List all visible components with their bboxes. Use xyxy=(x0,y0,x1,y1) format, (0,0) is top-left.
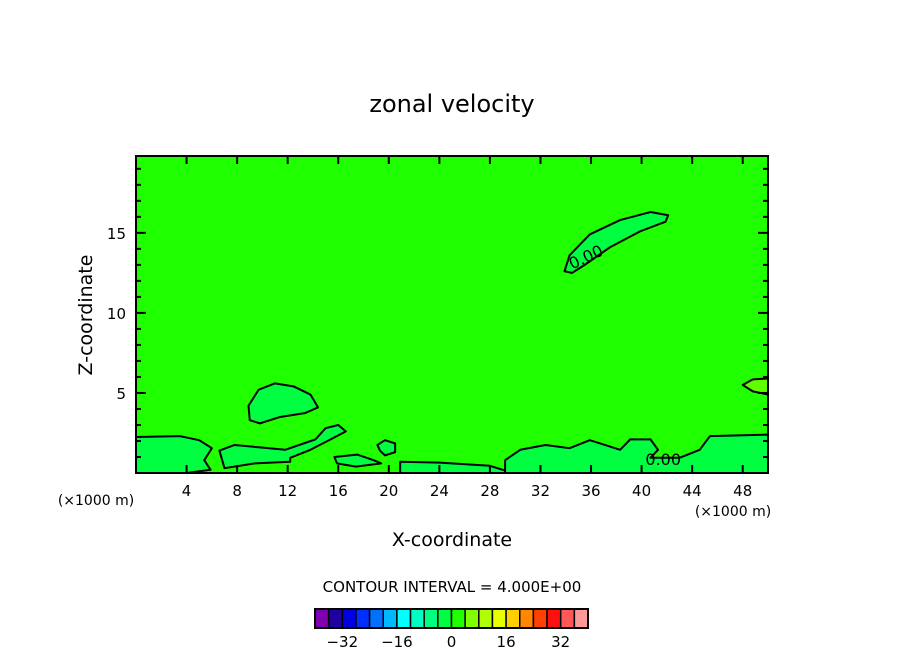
colorbar-swatch xyxy=(396,608,412,629)
contour-label: 0.00 xyxy=(645,450,681,469)
contour-region-middle-band xyxy=(218,423,347,470)
y-tick-label: 5 xyxy=(116,385,126,403)
colorbar-swatch xyxy=(573,608,589,629)
x-tick-label: 44 xyxy=(683,482,702,500)
y-tick-label: 15 xyxy=(107,225,126,243)
contour-interval-label: CONTOUR INTERVAL = 4.000E+00 xyxy=(323,578,582,596)
colorbar-swatch xyxy=(532,608,548,629)
x-tick-label: 40 xyxy=(632,482,651,500)
x-tick-label: 8 xyxy=(232,482,242,500)
chart-title: zonal velocity xyxy=(369,90,534,118)
colorbar-frame xyxy=(314,608,589,629)
colorbar-swatch xyxy=(341,608,357,629)
colorbar-tick-label: 32 xyxy=(551,633,570,651)
colorbar-tick-label: −32 xyxy=(326,633,358,651)
colorbar-swatch xyxy=(464,608,480,629)
colorbar-swatch xyxy=(519,608,535,629)
x-tick-label: 28 xyxy=(480,482,499,500)
colorbar-swatch xyxy=(450,608,466,629)
x-unit-label-right: (×1000 m) xyxy=(695,504,771,520)
colorbar-swatch xyxy=(355,608,371,629)
colorbar-swatch xyxy=(559,608,576,629)
colorbar-swatch xyxy=(478,608,494,629)
x-tick-label: 16 xyxy=(329,482,348,500)
x-tick-label: 12 xyxy=(278,482,297,500)
colorbar-tick-label: 16 xyxy=(497,633,516,651)
colorbar-swatch xyxy=(327,608,344,629)
plot-background xyxy=(136,156,768,473)
colorbar-swatch xyxy=(505,608,521,629)
x-tick-label: 32 xyxy=(531,482,550,500)
colorbar-tick-label: 0 xyxy=(447,633,457,651)
x-tick-label: 48 xyxy=(733,482,752,500)
colorbar-tick-label: −16 xyxy=(381,633,413,651)
x-tick-label: 36 xyxy=(581,482,600,500)
colorbar: −32 −16 0 16 32 xyxy=(314,608,589,651)
contour-region-small-blob-20 xyxy=(376,439,397,457)
x-unit-label-left: (×1000 m) xyxy=(58,493,134,509)
colorbar-swatch xyxy=(546,608,562,629)
colorbar-swatch xyxy=(423,608,439,629)
colorbar-swatch xyxy=(409,608,425,629)
x-tick-label: 4 xyxy=(182,482,192,500)
y-tick-label: 10 xyxy=(107,305,126,323)
x-tick-label: 24 xyxy=(430,482,449,500)
colorbar-swatch xyxy=(368,608,385,629)
plot-frame xyxy=(135,155,769,474)
colorbar-swatch xyxy=(314,608,330,629)
contour-region-bottom-left xyxy=(135,435,213,474)
contour-region-small-blob-17 xyxy=(333,453,383,468)
contour-region-left-blob xyxy=(247,382,320,425)
colorbar-swatch xyxy=(491,608,507,629)
x-tick-label: 20 xyxy=(379,482,398,500)
colorbar-swatch xyxy=(437,608,453,629)
contour-region-upper-zero-contour xyxy=(563,211,670,274)
colorbar-swatch xyxy=(382,608,398,629)
x-axis-label: X-coordinate xyxy=(392,529,512,551)
y-axis-label: Z-coordinate xyxy=(75,255,97,376)
